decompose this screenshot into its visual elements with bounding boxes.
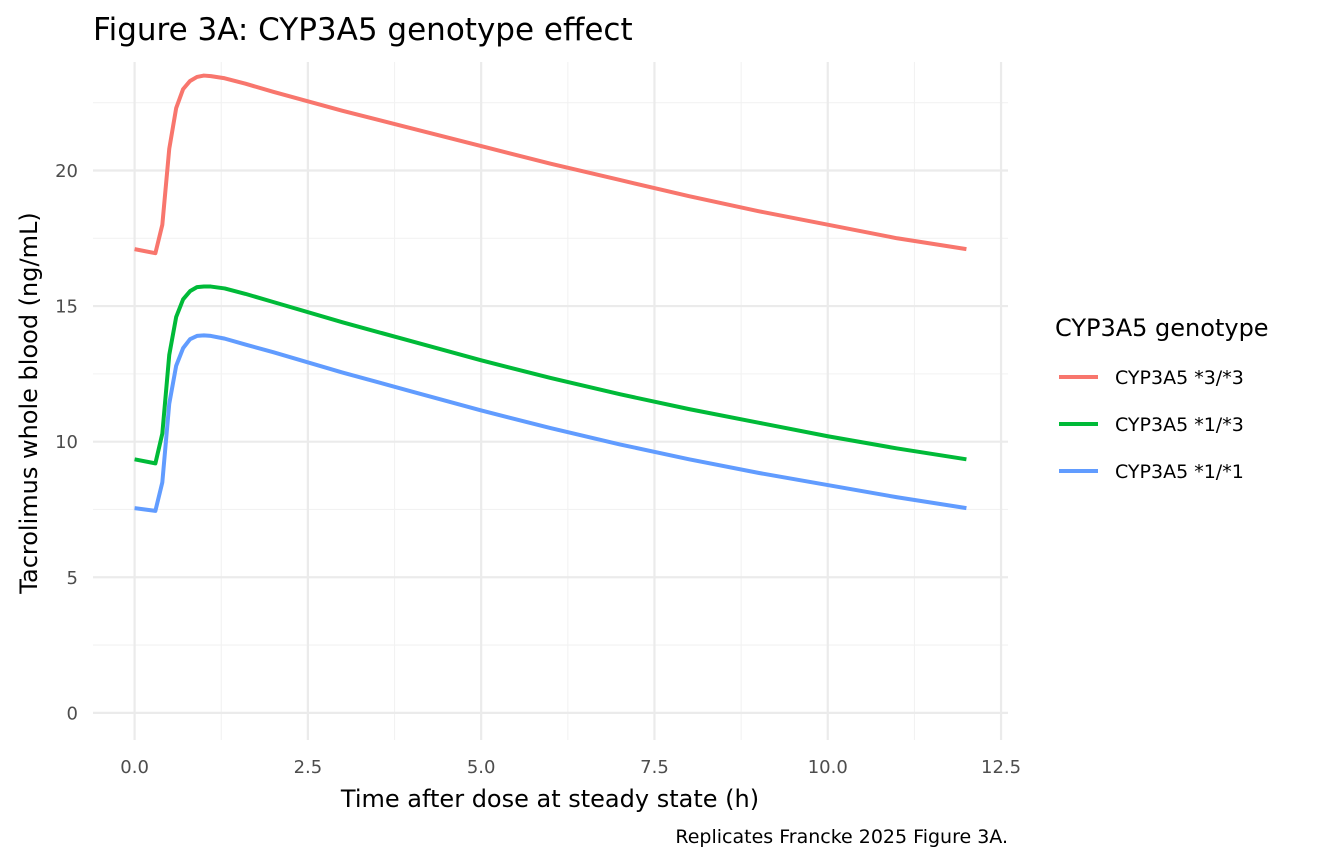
y-tick-label: 0 (67, 703, 78, 724)
y-axis-title: Tacrolimus whole blood (ng/mL) (15, 212, 43, 594)
legend-items: CYP3A5 *3/*3 CYP3A5 *1/*3 CYP3A5 *1/*1 (1059, 367, 1244, 483)
chart-title: Figure 3A: CYP3A5 genotype effect (93, 12, 633, 48)
y-tick-label: 5 (67, 568, 78, 589)
series-line (134, 73, 967, 256)
series-line (134, 333, 967, 513)
x-axis-title: Time after dose at steady state (h) (340, 785, 759, 813)
series-lines (134, 73, 967, 513)
y-tick-label: 10 (55, 432, 78, 453)
legend-label: CYP3A5 *1/*3 (1115, 414, 1244, 436)
y-tick-label: 15 (55, 297, 78, 318)
legend-label: CYP3A5 *1/*1 (1115, 461, 1244, 483)
x-tick-label: 2.5 (294, 757, 323, 778)
x-tick-label: 7.5 (640, 757, 669, 778)
minor-gridlines (93, 62, 1008, 740)
y-axis-tick-labels: 0 5 10 15 20 (55, 161, 78, 724)
x-tick-label: 10.0 (808, 757, 848, 778)
x-tick-label: 5.0 (467, 757, 496, 778)
series-line (134, 284, 967, 466)
chart-caption: Replicates Francke 2025 Figure 3A. (675, 826, 1008, 848)
x-tick-label: 0.0 (120, 757, 149, 778)
y-tick-label: 20 (55, 161, 78, 182)
legend-label: CYP3A5 *3/*3 (1115, 367, 1244, 389)
legend-title: CYP3A5 genotype (1055, 314, 1269, 342)
x-axis-tick-labels: 0.0 2.5 5.0 7.5 10.0 12.5 (120, 757, 1021, 778)
x-tick-label: 12.5 (981, 757, 1021, 778)
legend: CYP3A5 genotype CYP3A5 *3/*3 CYP3A5 *1/*3… (1055, 314, 1269, 483)
